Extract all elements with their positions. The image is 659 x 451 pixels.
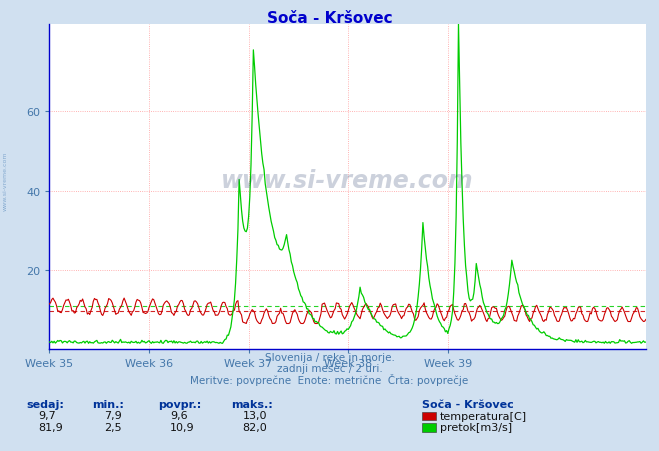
Text: www.si-vreme.com: www.si-vreme.com bbox=[3, 151, 8, 210]
Text: zadnji mesec / 2 uri.: zadnji mesec / 2 uri. bbox=[277, 363, 382, 373]
Text: 13,0: 13,0 bbox=[243, 410, 267, 420]
Text: maks.:: maks.: bbox=[231, 399, 272, 409]
Text: 82,0: 82,0 bbox=[243, 422, 268, 432]
Text: 81,9: 81,9 bbox=[38, 422, 63, 432]
Text: temperatura[C]: temperatura[C] bbox=[440, 411, 527, 421]
Text: 9,7: 9,7 bbox=[38, 410, 56, 420]
Text: 10,9: 10,9 bbox=[170, 422, 194, 432]
Text: Soča - Kršovec: Soča - Kršovec bbox=[422, 399, 513, 409]
Text: 2,5: 2,5 bbox=[104, 422, 122, 432]
Text: 7,9: 7,9 bbox=[104, 410, 122, 420]
Text: Soča - Kršovec: Soča - Kršovec bbox=[267, 11, 392, 26]
Text: Meritve: povprečne  Enote: metrične  Črta: povprečje: Meritve: povprečne Enote: metrične Črta:… bbox=[190, 373, 469, 386]
Text: 9,6: 9,6 bbox=[170, 410, 188, 420]
Text: sedaj:: sedaj: bbox=[26, 399, 64, 409]
Text: povpr.:: povpr.: bbox=[158, 399, 202, 409]
Text: min.:: min.: bbox=[92, 399, 124, 409]
Text: Slovenija / reke in morje.: Slovenija / reke in morje. bbox=[264, 353, 395, 363]
Text: pretok[m3/s]: pretok[m3/s] bbox=[440, 422, 512, 432]
Text: www.si-vreme.com: www.si-vreme.com bbox=[221, 169, 474, 193]
